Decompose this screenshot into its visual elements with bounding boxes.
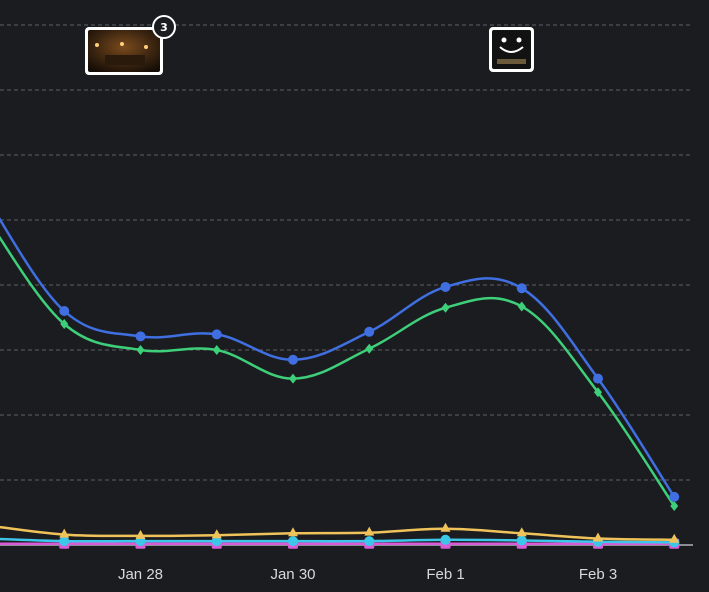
- series-line: [0, 235, 676, 507]
- data-point[interactable]: [364, 526, 375, 536]
- data-point[interactable]: [517, 301, 526, 312]
- series-layer: [0, 217, 680, 549]
- data-point[interactable]: [364, 536, 375, 547]
- data-point[interactable]: [135, 529, 146, 539]
- data-point[interactable]: [289, 373, 297, 384]
- data-point[interactable]: [440, 281, 451, 292]
- annotation-thumbnail-feb-1[interactable]: [489, 27, 534, 72]
- dark-room-thumbnail-image: [88, 30, 160, 72]
- series-1: [0, 217, 680, 502]
- data-point[interactable]: [211, 329, 222, 340]
- data-point[interactable]: [212, 345, 221, 355]
- data-point[interactable]: [288, 354, 298, 365]
- data-point[interactable]: [288, 536, 298, 547]
- series-line: [0, 217, 676, 498]
- series-line: [0, 525, 675, 542]
- data-point[interactable]: [440, 522, 451, 532]
- grid-lines: [0, 24, 693, 481]
- x-tick-label: Feb 1: [426, 566, 464, 583]
- data-point[interactable]: [516, 283, 527, 294]
- data-point[interactable]: [211, 536, 222, 547]
- data-point[interactable]: [136, 345, 145, 355]
- data-point[interactable]: [516, 535, 527, 546]
- x-tick-label: Feb 3: [579, 566, 617, 583]
- badge-count-text: 3: [160, 21, 168, 34]
- data-point[interactable]: [669, 533, 680, 543]
- x-tick-label: Jan 30: [270, 566, 315, 583]
- data-point[interactable]: [364, 326, 375, 337]
- series-2: [0, 235, 679, 511]
- data-point[interactable]: [135, 331, 146, 342]
- data-point[interactable]: [441, 302, 450, 313]
- data-point[interactable]: [593, 373, 603, 384]
- data-point[interactable]: [593, 532, 603, 542]
- series-4: [0, 534, 680, 548]
- annotation-count-badge: 3: [152, 15, 176, 39]
- data-point[interactable]: [59, 528, 70, 538]
- data-point[interactable]: [59, 536, 70, 547]
- data-point[interactable]: [440, 534, 451, 545]
- annotation-thumbnail-jan-28[interactable]: 3: [85, 15, 176, 75]
- series-line: [0, 537, 675, 544]
- data-point[interactable]: [670, 501, 679, 511]
- data-point[interactable]: [211, 529, 222, 539]
- data-point[interactable]: [365, 343, 374, 354]
- data-point[interactable]: [669, 491, 680, 502]
- data-point[interactable]: [288, 527, 298, 537]
- data-point[interactable]: [59, 306, 70, 316]
- data-point[interactable]: [60, 319, 69, 329]
- x-tick-label: Jan 28: [118, 566, 163, 583]
- data-point[interactable]: [594, 387, 602, 398]
- series-3: [0, 522, 680, 543]
- data-point[interactable]: [516, 527, 527, 537]
